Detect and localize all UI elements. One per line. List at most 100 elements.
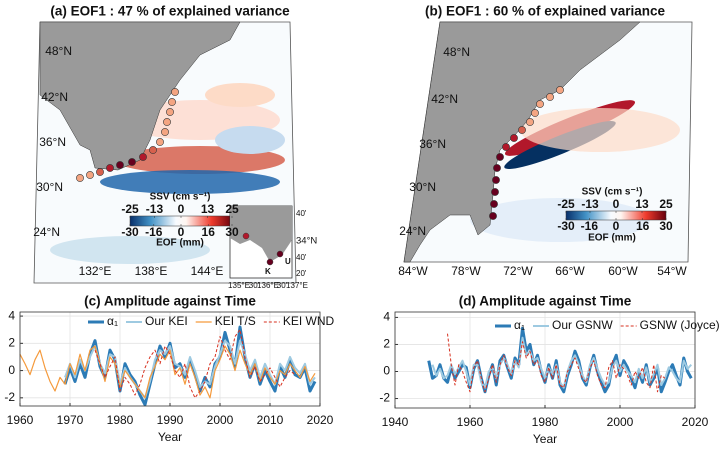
lon-label: 60°W (608, 264, 638, 278)
colorbar-tick-label: -30 (557, 219, 575, 233)
plot-frame (394, 311, 696, 409)
x-tick-label: 2000 (607, 415, 634, 429)
anomaly (50, 236, 210, 264)
colorbar-tick-label: -16 (581, 219, 599, 233)
x-tick-label: 1970 (57, 413, 84, 427)
x-tick-label: 1980 (532, 415, 559, 429)
lon-label: 138°E (135, 264, 168, 278)
x-axis-label: Year (533, 432, 557, 446)
lon-label: 132°E (79, 264, 112, 278)
colorbar-tick-label: -16 (145, 225, 163, 239)
plot-frame (19, 311, 321, 407)
y-tick-label: 4 (383, 310, 390, 324)
inset-lat: 34°N (296, 236, 317, 247)
lat-label: 36°N (39, 135, 66, 149)
legend-label: α₁ (514, 318, 525, 332)
lon-label: 72°W (503, 264, 533, 278)
inset-lon: 30' (249, 281, 260, 290)
lat-label: 24°N (399, 224, 426, 238)
colorbar-title: EOF (mm) (588, 233, 636, 244)
site-label: U (285, 257, 291, 266)
lat-label: 30°N (36, 180, 63, 194)
lat-label: 42°N (431, 92, 458, 106)
colorbar-tick-label: 25 (659, 197, 673, 211)
anomaly (470, 198, 650, 242)
series-line (19, 345, 316, 399)
colorbar-tick-label: 30 (659, 219, 673, 233)
chart-title: (c) Amplitude against Time (84, 294, 256, 309)
series-line (431, 336, 692, 389)
series-line (447, 333, 666, 393)
lat-label: 48°N (45, 44, 72, 58)
legend-label: KEI WND (283, 314, 335, 328)
colorbar-title: EOF (mm) (156, 238, 204, 249)
inset-lat: 40' (296, 253, 307, 262)
anomaly (215, 126, 285, 154)
colorbar-title: SSV (cm s⁻¹) (582, 187, 643, 198)
map-b: (b) EOF1 : 60 % of explained variance 48… (398, 4, 693, 278)
colorbar-tick-label: 13 (635, 197, 649, 211)
colorbar-tick-label: -13 (146, 202, 164, 216)
inset-lon: 30' (277, 281, 288, 290)
anomaly (100, 170, 280, 194)
colorbar-tick-label: -30 (121, 225, 139, 239)
legend-label: Our KEI (145, 314, 188, 328)
inset-lon: 137°E (286, 281, 308, 290)
map-a: (a) EOF1 : 47 % of explained variance 48… (33, 4, 317, 291)
x-tick-label: 1980 (107, 413, 134, 427)
chart-title: (d) Amplitude against Time (459, 294, 632, 309)
colorbar-tick-label: 0 (178, 202, 185, 216)
x-tick-label: 1990 (157, 413, 184, 427)
y-tick-label: 4 (8, 308, 15, 322)
legend-label: α₁ (107, 314, 118, 328)
stations (76, 88, 179, 182)
x-tick-label: 1960 (457, 415, 484, 429)
lon-label: 54°W (657, 264, 687, 278)
colorbar-tick-label: 13 (201, 202, 215, 216)
y-tick-label: 0 (383, 364, 390, 378)
x-tick-label: 1960 (7, 413, 34, 427)
lon-labels: 84°W 78°W 72°W 66°W 60°W 54°W (398, 264, 687, 278)
colorbar-tick-label: 16 (636, 219, 650, 233)
inset-lon: 136°E (257, 281, 279, 290)
map-title: (a) EOF1 : 47 % of explained variance (50, 4, 290, 19)
x-tick-label: 2020 (307, 413, 334, 427)
colorbar-tick-label: -13 (581, 197, 599, 211)
colorbar-tick-label: 16 (202, 225, 216, 239)
x-tick-label: 2010 (257, 413, 284, 427)
x-tick-label: 2000 (207, 413, 234, 427)
series-line (94, 329, 296, 399)
colorbar-title: SSV (cm s⁻¹) (150, 192, 211, 203)
lat-labels: 48°N 42°N 36°N 30°N 24°N (399, 45, 470, 238)
colorbar-tick-label: -25 (557, 197, 575, 211)
y-tick-label: 0 (8, 363, 15, 377)
y-tick-label: -2 (379, 391, 390, 405)
lon-label: 144°E (191, 264, 224, 278)
lat-label: 30°N (409, 180, 436, 194)
y-tick-label: 2 (8, 336, 15, 350)
stations (489, 86, 564, 220)
legend-label: KEI T/S (215, 314, 256, 328)
x-tick-label: 2020 (682, 415, 709, 429)
anomaly (205, 83, 275, 107)
inset-lat: 40' (296, 209, 307, 218)
legend-label: GSNW (Joyce) (640, 318, 720, 332)
inset-lat: 20' (296, 269, 307, 278)
land (39, 21, 241, 171)
lon-label: 84°W (398, 264, 428, 278)
legend-label: Our GSNW (552, 318, 613, 332)
y-tick-label: -2 (4, 390, 15, 404)
lat-labels: 48°N 42°N 36°N 30°N 24°N (33, 44, 72, 239)
y-tick-label: 2 (383, 337, 390, 351)
colorbar-tick-label: -25 (121, 202, 139, 216)
lat-label: 24°N (33, 225, 60, 239)
x-axis-label: Year (158, 430, 182, 444)
colorbar-tick-label: 25 (225, 202, 239, 216)
lon-label: 78°W (451, 264, 481, 278)
colorbar-tick-label: 0 (613, 197, 620, 211)
colorbar-tick-label: 30 (225, 225, 239, 239)
lon-label: 66°W (555, 264, 585, 278)
inset: K U 40' 34°N 40' 20' 135°E 30' 136°E 30'… (228, 205, 317, 290)
lat-label: 42°N (41, 90, 68, 104)
